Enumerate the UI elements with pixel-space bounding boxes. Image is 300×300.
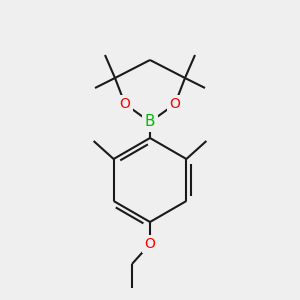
- Text: O: O: [120, 97, 130, 111]
- Text: B: B: [145, 115, 155, 130]
- Text: O: O: [145, 237, 155, 251]
- Text: O: O: [169, 97, 180, 111]
